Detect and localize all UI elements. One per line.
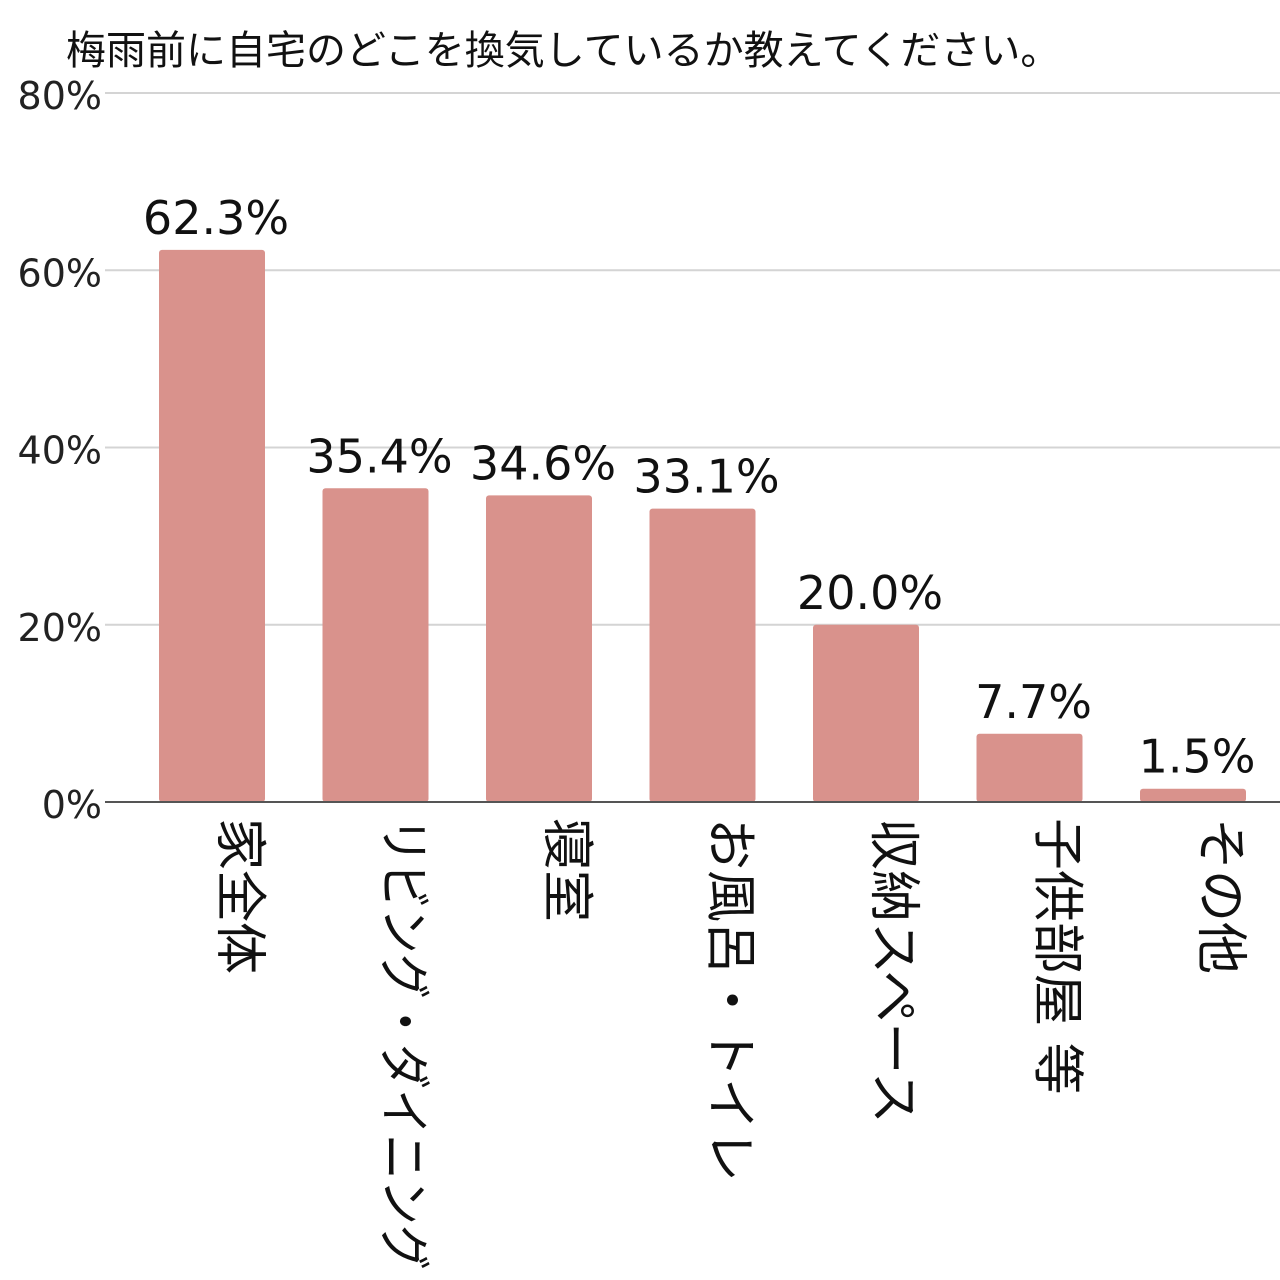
category-label: 収納スペース [863,818,923,1124]
category-label: 家全体 [209,818,269,974]
bar [486,495,592,802]
data-label: 35.4% [306,429,452,483]
y-tick-label: 0% [42,783,102,827]
y-tick-label: 80% [18,74,102,118]
data-label: 62.3% [143,191,289,245]
y-tick-label: 20% [18,606,102,650]
category-label: 子供部屋 等 [1027,818,1087,1095]
value-labels: 62.3% 35.4% 34.6% 33.1% 20.0% 7.7% 1.5% [143,191,1256,784]
category-labels: 家全体 リビング・ダイニング 寝室 お風呂・トイレ 収納スペース 子供部屋 等 その他 [209,818,1250,1270]
category-label: その他 [1190,818,1250,974]
bar [976,733,1083,802]
category-label: 寝室 [536,818,596,922]
data-label: 34.6% [470,436,616,490]
category-label: リビング・ダイニング [373,818,433,1270]
data-label: 33.1% [633,450,779,504]
bar [322,488,429,802]
bar [159,249,265,802]
bar [649,508,756,802]
y-tick-label: 60% [18,251,102,295]
data-label: 20.0% [797,566,943,620]
y-tick-label: 40% [18,429,102,473]
chart-title: 梅雨前に自宅のどこを換気しているか教えてください。 [66,28,1060,74]
data-label: 7.7% [975,675,1092,729]
y-axis-ticks: 0% 20% 40% 60% 80% [18,74,102,827]
data-label: 1.5% [1139,730,1256,784]
bar [813,624,919,802]
bar [1140,788,1246,802]
bars [159,249,1246,802]
category-label: お風呂・トイレ [700,818,760,1182]
